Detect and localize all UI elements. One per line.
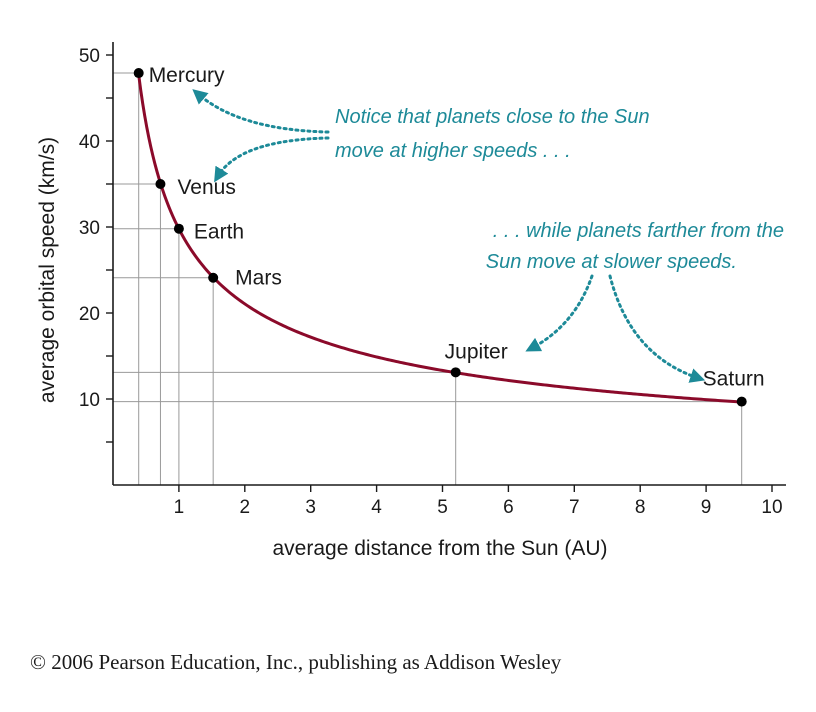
arrow-to-saturn [608, 274, 706, 383]
planet-point-saturn [736, 396, 747, 407]
y-tick-label: 50 [79, 46, 100, 67]
annotation-far-line-2: Sun move at slower speeds. [486, 251, 737, 273]
annotation-close: Notice that planets close to the Sun mov… [192, 89, 650, 183]
x-tick-label: 2 [240, 497, 251, 518]
planet-point-venus [155, 179, 166, 189]
y-axis-title: average orbital speed (km/s) [36, 137, 59, 403]
x-axis-title: average distance from the Sun (AU) [273, 537, 608, 560]
annotation-far-line-1: . . . while planets farther from the [493, 220, 784, 242]
planet-points [133, 68, 747, 407]
x-tick-label: 4 [371, 497, 382, 518]
y-tick-label: 40 [79, 132, 100, 153]
planet-point-mars [208, 272, 219, 283]
x-tick-label: 3 [305, 497, 316, 518]
x-tick-label: 10 [761, 497, 782, 518]
y-tick-label: 10 [79, 390, 100, 411]
planet-point-earth [173, 223, 184, 234]
y-tick-label: 30 [79, 218, 100, 239]
axes [112, 42, 786, 486]
x-tick-labels: 1 2 3 4 5 6 7 8 9 10 [174, 497, 783, 518]
guide-lines [113, 72, 743, 485]
y-tick-labels: 10 20 30 40 50 [79, 46, 100, 411]
planet-label-saturn: Saturn [703, 368, 765, 391]
x-tick-label: 9 [701, 497, 712, 518]
planet-label-mercury: Mercury [149, 64, 225, 87]
planet-point-mercury [133, 68, 144, 79]
x-tick-label: 1 [174, 497, 185, 518]
x-tick-label: 7 [569, 497, 580, 518]
y-tick-label: 20 [79, 304, 100, 325]
arrow-to-mercury [192, 89, 330, 134]
x-tick-label: 8 [635, 497, 646, 518]
planet-label-jupiter: Jupiter [445, 340, 508, 363]
arrow-to-jupiter [525, 274, 594, 352]
x-tick-label: 6 [503, 497, 514, 518]
tick-marks [106, 54, 773, 492]
x-tick-label: 5 [437, 497, 448, 518]
planet-label-mars: Mars [235, 267, 282, 290]
speed-distance-curve [137, 74, 742, 404]
annotation-close-line-1: Notice that planets close to the Sun [335, 106, 650, 128]
copyright-notice: © 2006 Pearson Education, Inc., publishi… [30, 650, 562, 674]
planet-label-venus: Venus [177, 176, 235, 199]
planet-point-jupiter [450, 367, 461, 378]
annotation-far: . . . while planets farther from the Sun… [486, 220, 784, 383]
planet-label-earth: Earth [194, 221, 244, 244]
chart-svg: 1 2 3 4 5 6 7 8 9 10 10 20 30 40 50 Mercury Venus Earth… [36, 42, 786, 560]
annotation-close-line-2: move at higher speeds . . . [335, 140, 571, 162]
arrow-to-venus [214, 136, 330, 183]
